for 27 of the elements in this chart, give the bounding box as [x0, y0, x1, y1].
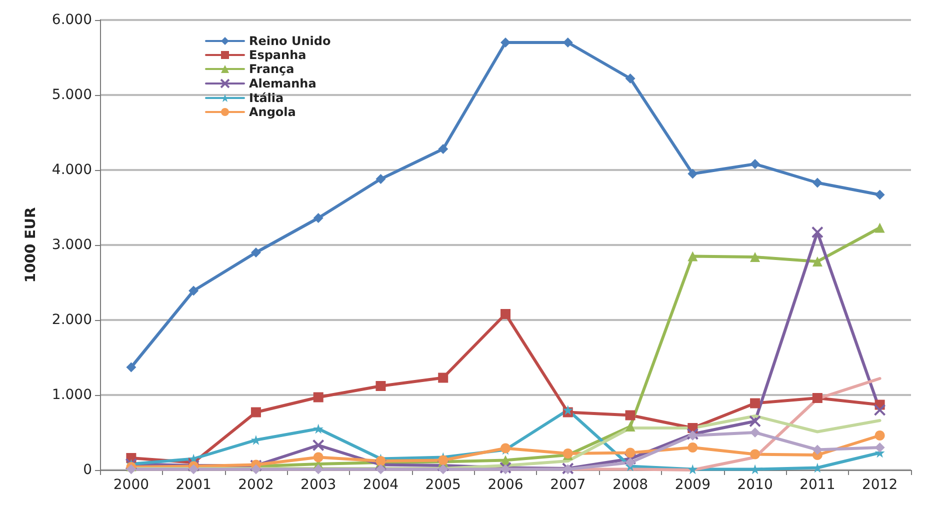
- legend-label: Itália: [249, 91, 284, 105]
- y-tick-label: 4.000: [52, 162, 92, 178]
- x-tick-label: 2005: [425, 477, 461, 493]
- x-tick-label: 2004: [362, 477, 399, 493]
- x-tick-label: 2010: [737, 477, 773, 493]
- x-tick-label: 2006: [488, 477, 524, 493]
- legend-label: França: [249, 62, 294, 76]
- x-tick-label: 2012: [862, 477, 898, 493]
- y-tick-label: 5.000: [52, 87, 92, 103]
- y-tick-label: 0: [83, 462, 92, 478]
- x-tick-label: 2008: [612, 477, 648, 493]
- legend-label: Reino Unido: [249, 34, 331, 48]
- x-tick-label: 2000: [113, 477, 150, 493]
- legend-label: Espanha: [249, 48, 306, 62]
- x-tick-label: 2007: [550, 477, 586, 493]
- y-tick-label: 1.000: [52, 387, 92, 403]
- y-tick-label: 6.000: [52, 12, 92, 28]
- legend-label: Alemanha: [249, 76, 316, 90]
- y-tick-label: 2.000: [52, 312, 92, 328]
- x-tick-label: 2001: [176, 477, 212, 493]
- y-tick-label: 3.000: [52, 237, 92, 253]
- legend-label: Angola: [249, 105, 296, 119]
- x-tick-label: 2011: [800, 477, 836, 493]
- x-tick-label: 2002: [238, 477, 274, 493]
- x-tick-label: 2003: [300, 477, 336, 493]
- x-tick-label: 2009: [674, 477, 710, 493]
- y-axis-title: 1000 EUR: [23, 207, 39, 283]
